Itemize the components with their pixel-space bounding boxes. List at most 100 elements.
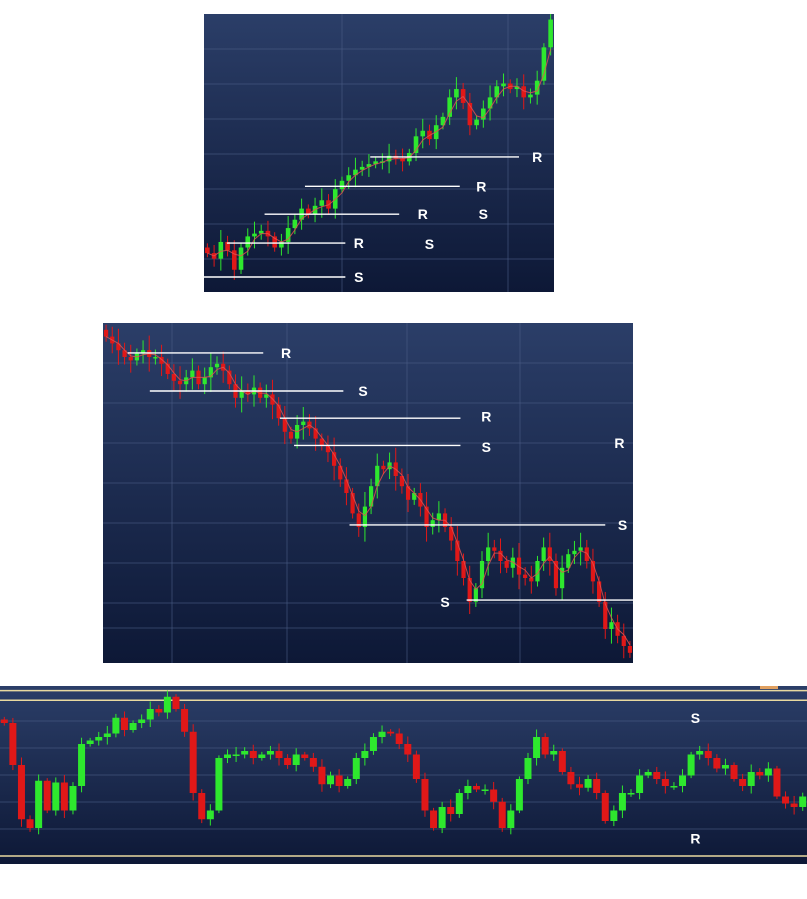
- bullish-candle: [215, 755, 223, 814]
- bearish-candle: [541, 733, 549, 759]
- resistance-label: R: [476, 178, 486, 194]
- bearish-candle: [43, 778, 51, 814]
- resistance-label: R: [281, 345, 291, 361]
- bearish-candle: [521, 74, 527, 110]
- bullish-candle: [412, 487, 417, 505]
- bullish-candle: [481, 784, 489, 795]
- bearish-candle: [492, 539, 497, 559]
- bullish-candle: [95, 731, 103, 746]
- bullish-candle: [69, 782, 77, 815]
- bullish-candle: [239, 376, 244, 413]
- bullish-candle: [258, 751, 266, 761]
- bullish-candle: [339, 176, 345, 194]
- bullish-candle: [560, 555, 565, 601]
- bearish-candle: [17, 757, 25, 827]
- bullish-candle: [346, 167, 352, 189]
- bearish-candle: [790, 795, 798, 815]
- bullish-candle: [687, 751, 695, 779]
- bullish-candle: [319, 188, 325, 218]
- bullish-candle: [202, 367, 207, 395]
- bearish-candle: [455, 525, 460, 576]
- bullish-candle: [112, 713, 120, 738]
- bearish-candle: [301, 751, 309, 761]
- bearish-candle: [338, 458, 343, 487]
- bullish-candle: [359, 160, 365, 176]
- bullish-candle: [208, 352, 213, 393]
- bullish-candle: [578, 532, 583, 566]
- bearish-candle: [756, 768, 764, 780]
- bearish-candle: [601, 790, 609, 824]
- support-label: S: [479, 206, 488, 222]
- bearish-candle: [387, 729, 395, 737]
- bullish-candle: [140, 340, 146, 364]
- bearish-candle: [713, 754, 721, 773]
- bearish-candle: [472, 783, 480, 793]
- bullish-candle: [447, 89, 452, 125]
- chart-background: [204, 14, 554, 292]
- bearish-candle: [593, 772, 601, 800]
- bullish-candle: [35, 774, 43, 835]
- bullish-candle: [266, 745, 274, 760]
- bearish-candle: [399, 468, 404, 494]
- bearish-candle: [258, 382, 263, 403]
- bullish-candle: [224, 749, 232, 764]
- bearish-candle: [395, 728, 403, 750]
- bullish-candle: [696, 745, 704, 760]
- bullish-candle: [747, 764, 755, 794]
- bullish-candle: [361, 743, 369, 766]
- bullish-candle: [636, 769, 644, 800]
- bearish-candle: [504, 555, 509, 573]
- bullish-candle: [146, 701, 154, 728]
- bearish-candle: [122, 342, 127, 365]
- bearish-candle: [449, 517, 454, 551]
- bearish-candle: [356, 503, 361, 537]
- bearish-candle: [730, 762, 738, 782]
- resistance-label: R: [690, 831, 700, 847]
- bearish-candle: [0, 716, 8, 726]
- bearish-candle: [165, 358, 170, 380]
- bearish-candle: [627, 640, 633, 658]
- bearish-candle: [275, 743, 283, 766]
- bullish-candle: [206, 804, 214, 826]
- bearish-candle: [421, 772, 429, 817]
- bearish-candle: [325, 435, 331, 463]
- bearish-candle: [773, 765, 781, 800]
- bearish-candle: [272, 232, 277, 252]
- bearish-candle: [172, 694, 180, 712]
- resistance-label: R: [481, 409, 491, 425]
- sideways-chart-panel: SR: [0, 686, 807, 864]
- bullish-candle: [420, 118, 426, 149]
- bullish-candle: [366, 154, 372, 177]
- bearish-candle: [155, 705, 163, 717]
- bearish-candle: [282, 405, 287, 445]
- bullish-candle: [566, 549, 571, 573]
- bearish-candle: [590, 548, 596, 594]
- bearish-candle: [227, 365, 232, 390]
- bullish-candle: [679, 769, 687, 793]
- bearish-candle: [405, 473, 411, 513]
- bearish-candle: [306, 204, 311, 219]
- bearish-candle: [498, 538, 503, 574]
- moving-average-line: [207, 49, 552, 257]
- bullish-candle: [670, 782, 678, 790]
- resistance-label: R: [418, 206, 428, 222]
- bearish-candle: [404, 736, 412, 763]
- bullish-candle: [438, 801, 446, 834]
- bullish-candle: [524, 752, 532, 785]
- bullish-candle: [609, 607, 614, 644]
- support-label: S: [618, 517, 627, 533]
- bullish-candle: [528, 88, 533, 104]
- bearish-candle: [575, 776, 583, 796]
- support-label: S: [425, 236, 434, 252]
- bearish-candle: [181, 703, 189, 737]
- bullish-candle: [473, 583, 478, 607]
- bullish-candle: [487, 85, 493, 121]
- bearish-candle: [9, 717, 17, 771]
- bullish-candle: [541, 537, 546, 571]
- bullish-candle: [507, 804, 515, 835]
- bearish-candle: [704, 743, 712, 766]
- bullish-candle: [799, 792, 807, 811]
- resistance-label: R: [354, 235, 364, 251]
- bullish-candle: [436, 501, 441, 533]
